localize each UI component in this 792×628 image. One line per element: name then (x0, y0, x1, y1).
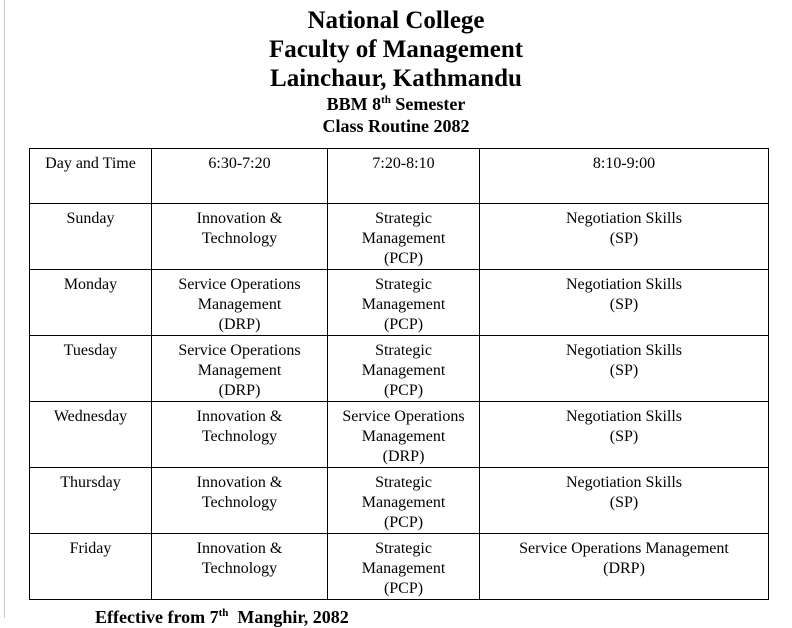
day-label-wednesday: Wednesday (29, 401, 152, 468)
cell-line: Technology (201, 428, 278, 445)
day-label-sunday: Sunday (29, 203, 152, 270)
cell-line: Negotiation Skills (566, 342, 682, 359)
cell-line: (PCP) (383, 580, 424, 597)
cell-tuesday-period-1: Service Operations Management (DRP) (151, 335, 328, 402)
cell-line: Strategic (375, 342, 432, 359)
cell-line: Negotiation Skills (566, 474, 682, 491)
cell-line: Innovation & (196, 210, 283, 227)
institution-name: National College (307, 7, 485, 34)
column-header-period-2: 7:20-8:10 (327, 148, 480, 204)
program-semester: BBM 8th Semester (0, 93, 792, 115)
cell-line: Negotiation Skills (566, 210, 682, 227)
column-header-period-1: 6:30-7:20 (151, 148, 328, 204)
cell-line: (DRP) (218, 382, 261, 399)
cell-line: (DRP) (603, 560, 645, 577)
cell-line: Management (361, 362, 446, 379)
cell-monday-period-1: Service Operations Management (DRP) (151, 269, 328, 336)
cell-line: Management (361, 296, 446, 313)
cell-line: Service Operations (342, 408, 465, 425)
cell-tuesday-period-2: Strategic Management (PCP) (327, 335, 480, 402)
cell-line: Management (197, 362, 282, 379)
cell-line: Technology (201, 230, 278, 247)
effective-date-prefix: Effective from 7 (95, 607, 219, 627)
table-row: Monday Service Operations Management (DR… (29, 269, 769, 336)
cell-monday-period-3: Negotiation Skills (SP) (479, 269, 769, 336)
page-left-edge-rule (4, 0, 5, 618)
cell-line: (PCP) (383, 316, 424, 333)
table-row: Friday Innovation & Technology Strategic… (29, 533, 769, 600)
cell-friday-period-3: Service Operations Management (DRP) (479, 533, 769, 600)
day-label-tuesday: Tuesday (29, 335, 152, 402)
cell-line: (DRP) (382, 448, 425, 465)
cell-line: Innovation & (196, 408, 283, 425)
cell-line: Management (361, 560, 446, 577)
cell-wednesday-period-3: Negotiation Skills (SP) (479, 401, 769, 468)
cell-line: (SP) (609, 494, 639, 511)
document-header: National College Faculty of Management L… (0, 0, 792, 137)
cell-thursday-period-2: Strategic Management (PCP) (327, 467, 480, 534)
cell-line: Innovation & (196, 540, 283, 557)
program-semester-ordinal-suffix: th (381, 94, 391, 106)
table-row: Wednesday Innovation & Technology Servic… (29, 401, 769, 468)
cell-line: Management (361, 494, 446, 511)
cell-line: (SP) (609, 428, 639, 445)
cell-line: Negotiation Skills (566, 408, 682, 425)
cell-wednesday-period-2: Service Operations Management (DRP) (327, 401, 480, 468)
cell-thursday-period-1: Innovation & Technology (151, 467, 328, 534)
table-row: Sunday Innovation & Technology Strategic… (29, 203, 769, 270)
cell-line: (PCP) (383, 514, 424, 531)
cell-line: (SP) (609, 296, 639, 313)
day-label-monday: Monday (29, 269, 152, 336)
cell-wednesday-period-1: Innovation & Technology (151, 401, 328, 468)
program-semester-suffix: Semester (390, 94, 466, 114)
column-header-day-and-time: Day and Time (29, 148, 152, 204)
column-header-period-3: 8:10-9:00 (479, 148, 769, 204)
effective-date-note: Effective from 7th Manghir, 2082 (0, 606, 792, 628)
institution-address: Lainchaur, Kathmandu (270, 65, 522, 92)
cell-line: (SP) (609, 362, 639, 379)
cell-thursday-period-3: Negotiation Skills (SP) (479, 467, 769, 534)
cell-line: Technology (201, 494, 278, 511)
program-semester-prefix: BBM 8 (326, 94, 382, 114)
cell-line: Technology (201, 560, 278, 577)
effective-date-ordinal-suffix: th (218, 607, 229, 619)
cell-line: Service Operations (178, 342, 301, 359)
table-header-row: Day and Time 6:30-7:20 7:20-8:10 8:10-9:… (29, 148, 769, 204)
cell-line: Management (197, 296, 282, 313)
table-row: Thursday Innovation & Technology Strateg… (29, 467, 769, 534)
cell-friday-period-1: Innovation & Technology (151, 533, 328, 600)
cell-sunday-period-1: Innovation & Technology (151, 203, 328, 270)
routine-table-container: Day and Time 6:30-7:20 7:20-8:10 8:10-9:… (0, 148, 792, 600)
cell-line: Strategic (375, 210, 432, 227)
cell-line: Strategic (375, 540, 432, 557)
cell-line: Strategic (375, 474, 432, 491)
effective-date-suffix: Manghir, 2082 (237, 607, 349, 627)
cell-line: Service Operations (178, 276, 301, 293)
day-label-friday: Friday (29, 533, 152, 600)
cell-line: Innovation & (196, 474, 283, 491)
cell-line: Management (361, 230, 446, 247)
cell-monday-period-2: Strategic Management (PCP) (327, 269, 480, 336)
faculty-name: Faculty of Management (268, 36, 524, 63)
cell-friday-period-2: Strategic Management (PCP) (327, 533, 480, 600)
cell-line: Service Operations Management (519, 540, 729, 557)
day-label-thursday: Thursday (29, 467, 152, 534)
cell-line: Strategic (375, 276, 432, 293)
cell-line: Management (361, 428, 446, 445)
cell-line: (PCP) (383, 250, 424, 267)
cell-line: (DRP) (218, 316, 261, 333)
cell-tuesday-period-3: Negotiation Skills (SP) (479, 335, 769, 402)
table-row: Tuesday Service Operations Management (D… (29, 335, 769, 402)
cell-sunday-period-3: Negotiation Skills (SP) (479, 203, 769, 270)
class-routine-table: Day and Time 6:30-7:20 7:20-8:10 8:10-9:… (29, 148, 769, 600)
cell-line: (SP) (609, 230, 639, 247)
routine-title: Class Routine 2082 (322, 116, 470, 136)
cell-line: (PCP) (383, 382, 424, 399)
cell-line: Negotiation Skills (566, 276, 682, 293)
cell-sunday-period-2: Strategic Management (PCP) (327, 203, 480, 270)
